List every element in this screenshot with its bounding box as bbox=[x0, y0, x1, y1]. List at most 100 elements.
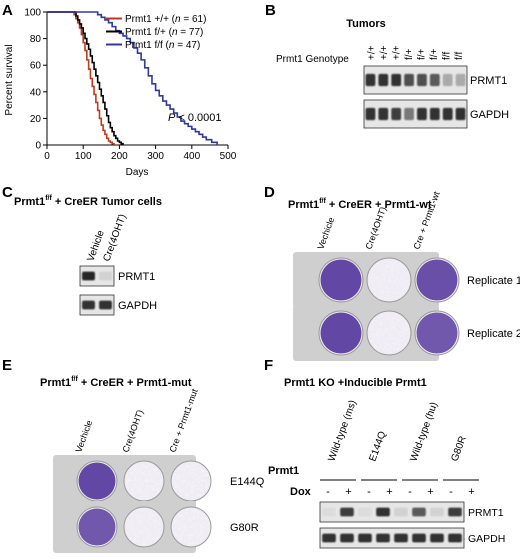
band bbox=[391, 107, 402, 121]
x-tick-label: 0 bbox=[44, 151, 50, 162]
panel-d-letter: D bbox=[264, 184, 275, 201]
panel-f-letter: F bbox=[264, 357, 273, 374]
panel-c: C Prmt1f/f + CreER Tumor cells VehicleCr… bbox=[2, 184, 162, 316]
row-label: Replicate 2 bbox=[467, 328, 520, 340]
band bbox=[448, 507, 462, 517]
blot-prmt1: PRMT1 bbox=[79, 265, 155, 287]
band bbox=[394, 533, 408, 543]
band bbox=[376, 507, 390, 517]
well-stain bbox=[416, 312, 458, 354]
legend: Prmt1 +/+ (n = 61) Prmt1 f/+ (n = 77) Prmt… bbox=[106, 14, 206, 51]
blot-label: PRMT1 bbox=[118, 271, 155, 283]
lane-label: f/f bbox=[454, 51, 465, 60]
band bbox=[365, 107, 376, 121]
panel-d: D Prmt1f/f + CreER + Prmt1-wt Vechicle Cr… bbox=[264, 184, 520, 361]
blot-label: GAPDH bbox=[470, 109, 509, 121]
band bbox=[430, 533, 444, 543]
band bbox=[404, 73, 414, 87]
band bbox=[412, 533, 426, 543]
column-label: Cre(4OHT) bbox=[363, 205, 388, 250]
well-stain bbox=[125, 462, 163, 500]
well-stain bbox=[368, 312, 410, 354]
lane-label: f/f bbox=[441, 51, 452, 60]
panel-e-letter: E bbox=[2, 357, 12, 374]
column-label: Vechicle bbox=[73, 419, 94, 454]
panel-c-letter: C bbox=[2, 184, 13, 201]
panel-e-title: Prmt1f/f + CreER + Prmt1-mut bbox=[40, 376, 192, 389]
y-tick-label: 60 bbox=[30, 61, 42, 72]
survival-series-1 bbox=[47, 11, 115, 145]
lane-label: f/+ bbox=[404, 48, 415, 60]
blot-gapdh: GAPDH bbox=[363, 99, 509, 129]
blot-label: GAPDH bbox=[118, 300, 157, 312]
well-stain bbox=[78, 462, 116, 500]
group-label: Wild-type (ms) bbox=[326, 399, 358, 463]
band bbox=[340, 533, 354, 543]
band bbox=[412, 507, 426, 517]
lane-label: f/+ bbox=[416, 48, 427, 60]
band bbox=[358, 533, 372, 543]
band bbox=[82, 300, 95, 310]
panel-b-letter: B bbox=[265, 2, 276, 19]
group-label: E144Q bbox=[367, 430, 388, 463]
panel-b: B Tumors Prmt1 Genotype +/+ +/+ +/+ f/+ f/+ f… bbox=[265, 2, 509, 129]
survival-series-2 bbox=[47, 11, 124, 145]
band bbox=[365, 73, 376, 87]
band bbox=[376, 533, 390, 543]
panel-c-title: Prmt1f/f + CreER Tumor cells bbox=[14, 195, 162, 208]
band bbox=[322, 533, 336, 543]
band bbox=[394, 507, 408, 517]
blot-frame bbox=[319, 501, 465, 523]
column-label: Cre + Prmt1-mut bbox=[167, 387, 199, 454]
legend-label: Prmt1 f/f (n = 47) bbox=[125, 40, 200, 51]
blot-frame bbox=[79, 265, 115, 287]
blot-gapdh: GAPDH bbox=[319, 527, 505, 549]
band bbox=[442, 73, 453, 87]
survival-series-3 bbox=[47, 11, 218, 145]
blot-prmt1: PRMT1 bbox=[363, 65, 507, 95]
group-label: G80R bbox=[449, 435, 468, 463]
y-tick-label: 40 bbox=[30, 87, 42, 98]
blot-gapdh: GAPDH bbox=[79, 294, 157, 316]
lane-label: f/+ bbox=[429, 48, 440, 60]
panel-a-letter: A bbox=[2, 2, 13, 19]
dox-sign: - bbox=[449, 486, 453, 498]
well-stain bbox=[125, 508, 163, 546]
band bbox=[448, 533, 462, 543]
x-tick-label: 100 bbox=[75, 151, 92, 162]
row-label: G80R bbox=[230, 522, 259, 534]
lane-label: +/+ bbox=[391, 45, 402, 60]
band bbox=[82, 271, 95, 281]
well-stain bbox=[368, 259, 410, 301]
well-stain bbox=[416, 259, 458, 301]
band bbox=[455, 107, 466, 121]
dox-sign: + bbox=[468, 486, 474, 498]
panel-f: F Prmt1 KO +Inducible Prmt1 Prmt1 Dox Wi… bbox=[264, 357, 505, 549]
band bbox=[99, 300, 112, 310]
blot-prmt1: PRMT1 bbox=[319, 501, 504, 523]
x-tick-label: 400 bbox=[183, 151, 200, 162]
lane-label: Cre(4OHT) bbox=[101, 213, 128, 263]
y-tick-label: 0 bbox=[35, 141, 41, 152]
band bbox=[417, 107, 427, 121]
band bbox=[404, 107, 414, 121]
x-tick-label: 500 bbox=[220, 151, 237, 162]
blot-frame bbox=[79, 294, 115, 316]
band bbox=[429, 73, 440, 87]
well-stain bbox=[320, 312, 362, 354]
band bbox=[378, 107, 389, 121]
dox-sign: + bbox=[386, 486, 392, 498]
lane-label: +/+ bbox=[379, 45, 390, 60]
y-tick-label: 100 bbox=[24, 8, 41, 19]
well-stain bbox=[78, 508, 116, 546]
band bbox=[430, 507, 444, 517]
y-tick-label: 20 bbox=[30, 114, 42, 125]
band bbox=[358, 507, 372, 517]
x-tick-label: 300 bbox=[147, 151, 164, 162]
well-stain bbox=[172, 508, 210, 546]
band bbox=[340, 507, 354, 517]
well-stain bbox=[172, 462, 210, 500]
blot-label: PRMT1 bbox=[468, 507, 504, 519]
dox-sign: - bbox=[326, 486, 330, 498]
